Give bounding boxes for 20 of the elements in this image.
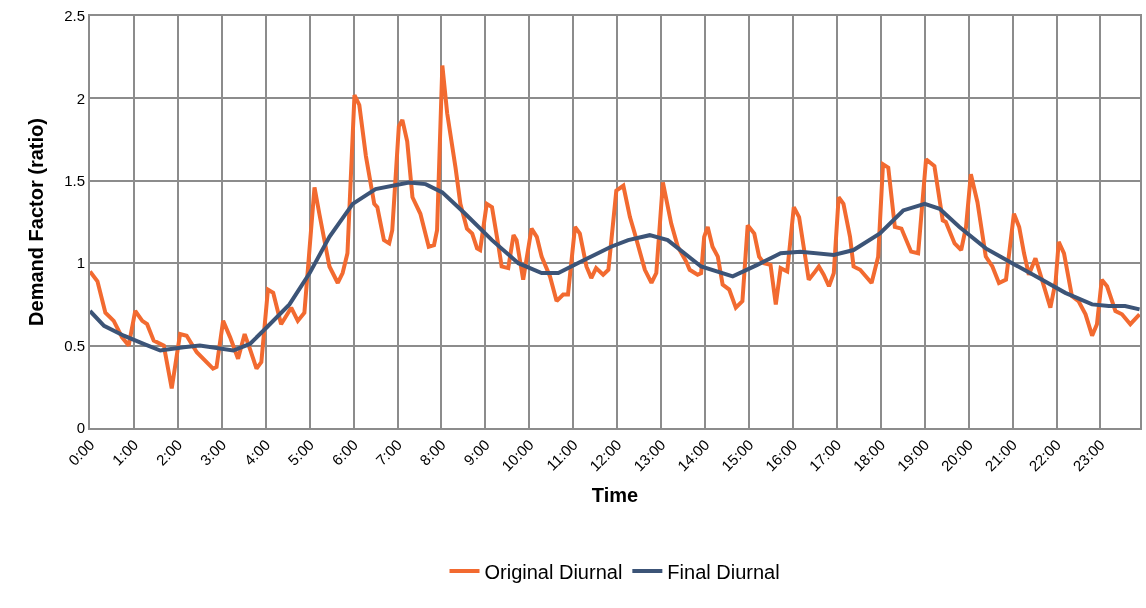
x-tick-label: 7:00 bbox=[372, 435, 405, 469]
y-tick-label: 1 bbox=[76, 254, 85, 272]
line-series bbox=[90, 63, 1140, 391]
y-tick-label: 0.5 bbox=[64, 336, 85, 354]
y-tick-label: 2 bbox=[76, 89, 85, 107]
legend-label: Final Diurnal bbox=[667, 560, 780, 583]
x-tick-label: 9:00 bbox=[460, 435, 493, 469]
x-tick-label: 6:00 bbox=[328, 435, 362, 469]
x-tick-label: 8:00 bbox=[416, 435, 449, 469]
line-series bbox=[90, 180, 1140, 353]
x-tick-label: 0:00 bbox=[64, 435, 98, 469]
y-tick-label: 0 bbox=[76, 419, 85, 437]
x-tick-label: 3:00 bbox=[196, 435, 230, 469]
x-tick-label: 5:00 bbox=[284, 435, 318, 469]
y-tick-label: 2.5 bbox=[64, 7, 85, 25]
y-axis-title: Demand Factor (ratio) bbox=[25, 118, 48, 326]
y-tick-label: 1.5 bbox=[64, 172, 85, 190]
legend-label: Original Diurnal bbox=[484, 560, 623, 583]
x-tick-label: 4:00 bbox=[240, 435, 274, 469]
x-axis-title: Time bbox=[591, 484, 639, 507]
